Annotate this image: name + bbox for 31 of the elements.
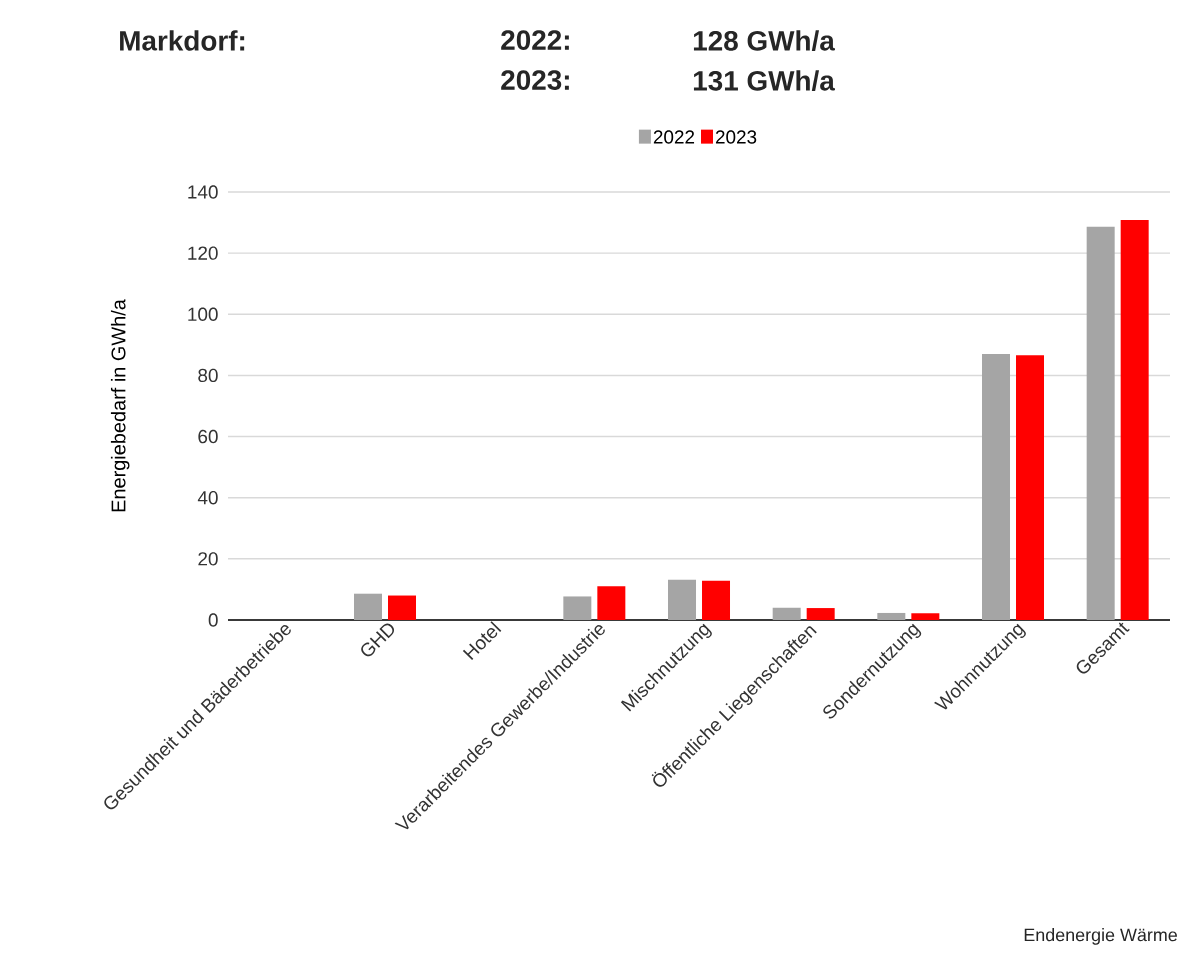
legend-label: 2023 [715,130,757,144]
chart-title: Markdorf: [120,30,245,51]
y-tick-label: 40 [197,491,218,505]
y-tick-label: 0 [208,613,218,627]
y-tick-label: 80 [198,368,218,383]
y-axis-title: Energiebedarf in GWh/a [110,299,130,512]
bar [1016,355,1045,620]
bar [806,608,835,620]
y-tick-label: 120 [188,246,218,260]
bar [388,595,417,620]
text: 2023: [501,70,569,90]
y-tick-label: 100 [188,307,218,321]
legend-label: 2022 [653,130,695,144]
bar [877,612,906,620]
text: Endenergie Wärme [1024,928,1177,945]
bar [563,596,592,620]
bar [982,354,1011,620]
bar [1086,226,1115,620]
y-tick-label: 140 [188,185,218,199]
text: 2022: [501,30,569,50]
bar [354,593,383,620]
y-tick-label: 60 [198,429,218,444]
bar [911,613,940,620]
y-tick-label: 20 [198,552,218,566]
bar [668,579,697,620]
bar [772,607,801,620]
bar [597,586,626,620]
text: 128 GWh/a [693,30,835,51]
text: 131 GWh/a [693,70,835,91]
bar [702,580,731,620]
bar [1120,220,1149,620]
